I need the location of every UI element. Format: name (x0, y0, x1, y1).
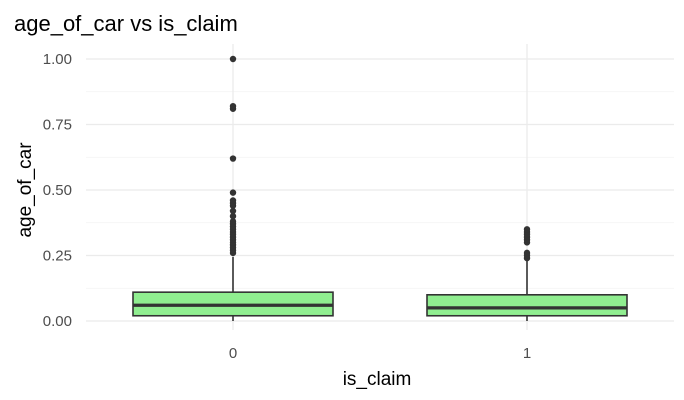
outlier-point (229, 197, 237, 204)
x-axis-title: is_claim (343, 369, 412, 390)
outlier-point (229, 102, 237, 110)
chart-title: age_of_car vs is_claim (14, 11, 238, 36)
box-iqr (426, 293, 628, 317)
y-tick-label: 0.50 (43, 182, 72, 199)
y-axis-ticks: 0.00 0.25 0.50 0.75 1.00 (43, 51, 72, 330)
outlier-point (229, 218, 237, 225)
box-group-1 (426, 226, 628, 321)
y-tick-label: 0.25 (43, 248, 72, 265)
outlier-point (523, 249, 531, 257)
outlier-point (229, 189, 237, 196)
grid-layer (86, 44, 674, 330)
x-tick-label: 1 (523, 345, 531, 362)
y-tick-label: 1.00 (43, 51, 72, 68)
x-tick-label: 0 (229, 345, 237, 362)
outlier-point (523, 226, 531, 233)
box-group-0 (132, 55, 334, 321)
marks-layer (132, 55, 628, 321)
outlier-point (229, 55, 237, 63)
outlier-point (229, 213, 237, 220)
outlier-point (229, 155, 237, 162)
y-axis-title: age_of_car (15, 142, 36, 238)
outlier-point (229, 207, 237, 215)
y-tick-label: 0.00 (43, 313, 72, 330)
y-tick-label: 0.75 (43, 117, 72, 134)
